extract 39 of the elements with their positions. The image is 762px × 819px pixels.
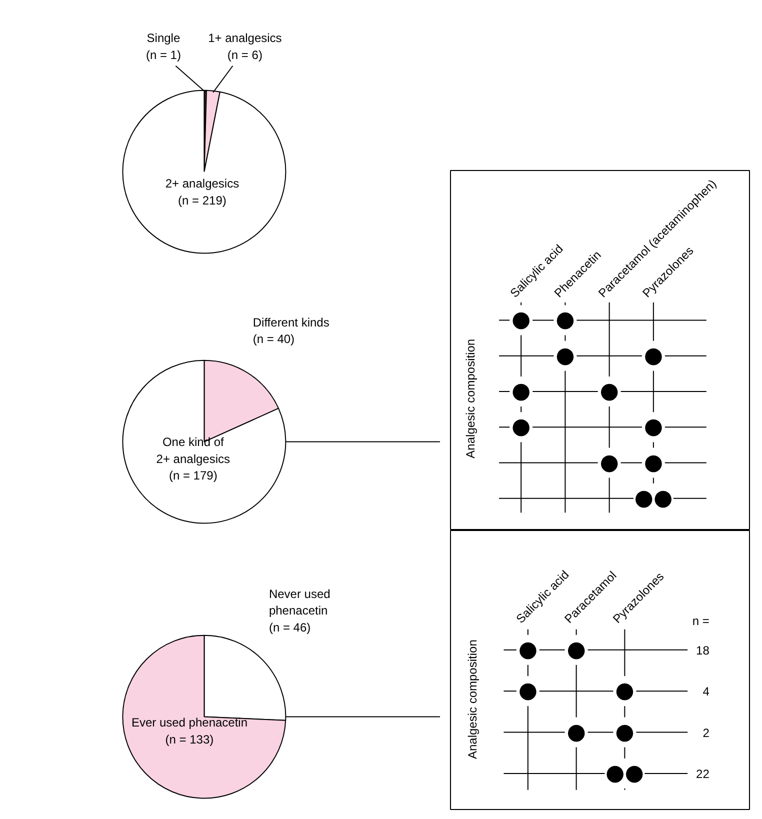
text: ●	[644, 450, 664, 476]
text: ●	[556, 308, 575, 333]
slice-label: 2+ analgesics	[165, 176, 240, 191]
text: ●	[615, 720, 634, 745]
category-label: 4	[702, 684, 710, 699]
text: Analgesic composition	[465, 640, 480, 760]
text: ●	[600, 378, 619, 404]
data-label: (n = 179)	[168, 468, 218, 483]
slice-label: Ever used phenacetin	[131, 715, 248, 730]
slice-label: 1+ analgesics	[208, 30, 282, 45]
category-label: 18	[696, 643, 710, 658]
text: ●	[511, 414, 531, 440]
data-label: (n = 40)	[252, 332, 295, 346]
text: ●	[600, 450, 619, 476]
text: ●	[644, 343, 664, 368]
text: ●	[518, 678, 538, 704]
data-label: (n = 1)	[146, 48, 181, 62]
data-label: (n = 46)	[268, 620, 311, 634]
slice-label: Single	[146, 30, 180, 45]
text: ●	[644, 414, 664, 440]
text: ●	[566, 720, 586, 745]
text: Analgesic composition	[463, 338, 478, 458]
text: ●	[556, 343, 575, 368]
text: ●	[511, 308, 531, 333]
slice-label: Different kinds	[252, 315, 330, 330]
text: ●	[615, 678, 634, 704]
slice-label: Never used phenacetin	[268, 586, 330, 618]
data-label: (n = 219)	[178, 193, 226, 208]
slice-label: One kind of 2+ analgesics	[156, 435, 230, 466]
text: n =	[692, 614, 710, 628]
text: ●●	[605, 760, 644, 786]
category-label: 22	[696, 766, 710, 781]
text: ●	[566, 637, 586, 662]
data-label: (n = 6)	[227, 48, 262, 62]
text: ●●	[634, 486, 673, 511]
text: ●	[511, 378, 531, 404]
text: ●	[518, 637, 538, 662]
data-label: (n = 133)	[165, 732, 214, 746]
category-label: 2	[702, 726, 710, 740]
